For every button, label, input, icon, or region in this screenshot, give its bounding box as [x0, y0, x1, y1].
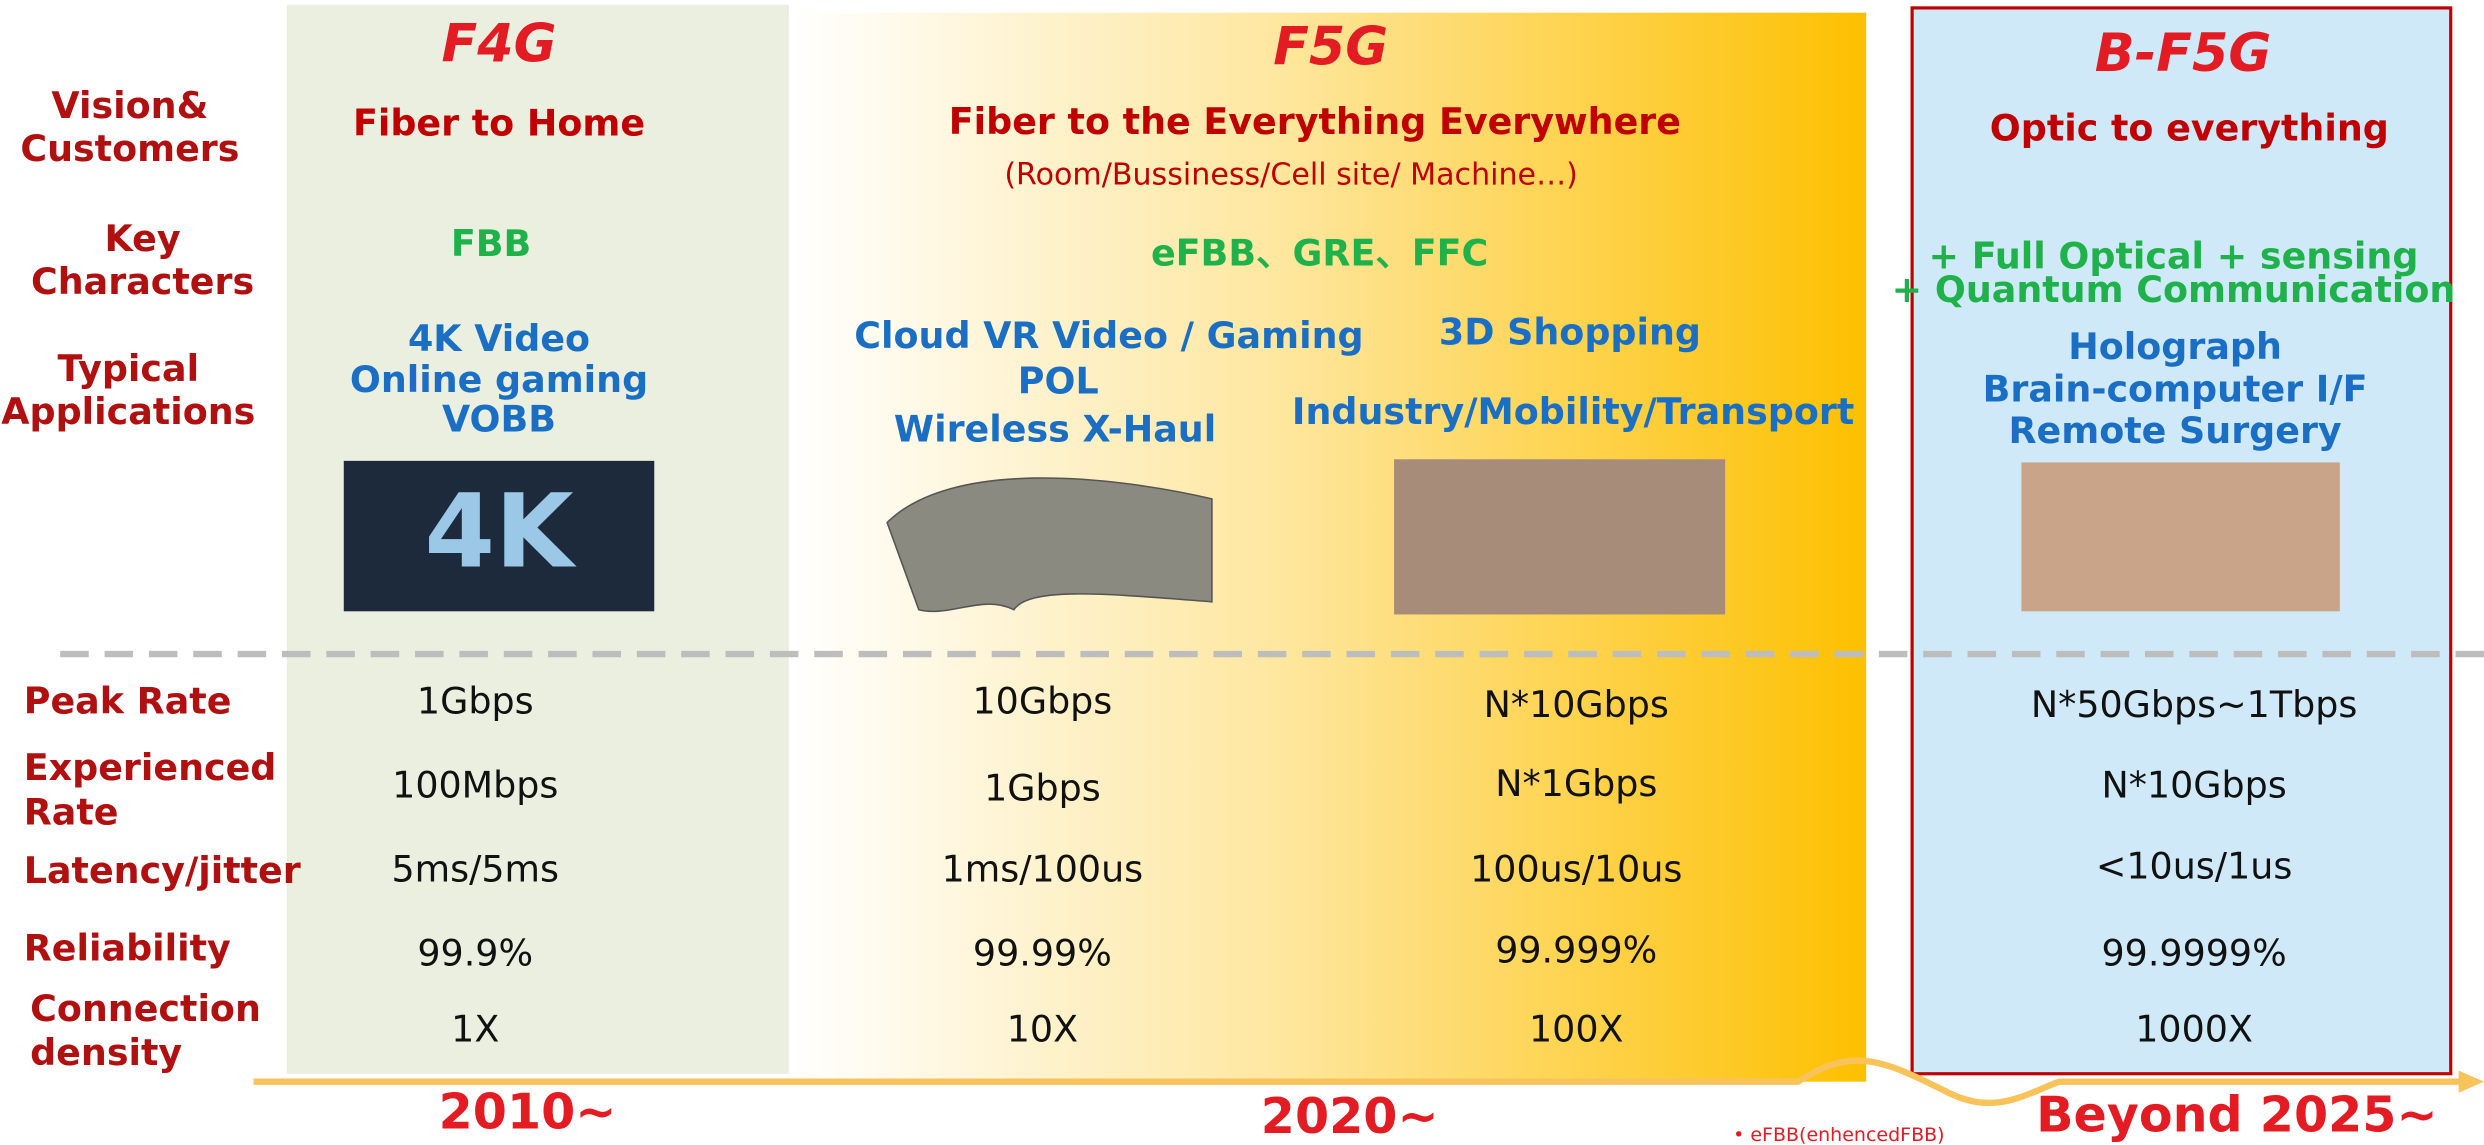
footnote: • eFBB(enhencedFBB)	[1733, 1124, 1945, 1145]
application: VOBB	[442, 398, 556, 441]
metric-value: 1Gbps	[984, 767, 1101, 810]
metric-value: N*50Gbps~1Tbps	[2031, 683, 2357, 726]
metric-value: 99.9%	[417, 931, 533, 974]
key-character: + Quantum Communication	[1892, 268, 2456, 311]
vision: Fiber to the Everything Everywhere	[949, 100, 1681, 143]
metric-value: 99.999%	[1495, 928, 1657, 971]
application: Holograph	[2068, 325, 2282, 368]
metric-value: 1ms/100us	[942, 848, 1144, 891]
application: 4K Video	[408, 317, 590, 360]
application: Wireless X-Haul	[894, 407, 1216, 450]
metric-label: Rate	[24, 791, 119, 834]
metric-label: Connection	[30, 987, 261, 1030]
metric-label: Peak Rate	[24, 680, 232, 723]
row-label: Applications	[1, 390, 255, 433]
row-label: Vision&	[51, 84, 208, 127]
application: Cloud VR Video / Gaming	[854, 314, 1363, 357]
row-label: Key	[105, 217, 181, 260]
image-vr	[887, 478, 1212, 611]
application: POL	[1018, 360, 1099, 403]
metric-label: Latency/jitter	[24, 849, 301, 892]
metric-value: 99.9999%	[2101, 931, 2286, 974]
metric-value: 10Gbps	[972, 680, 1112, 723]
metric-value: 99.99%	[973, 931, 1112, 974]
application: Industry/Mobility/Transport	[1292, 390, 1854, 433]
metric-value: N*1Gbps	[1495, 762, 1657, 805]
key-character: eFBB、GRE、FFC	[1151, 231, 1488, 274]
metric-label: density	[30, 1031, 182, 1074]
metric-value: N*10Gbps	[2101, 764, 2286, 807]
row-label: Characters	[31, 260, 254, 303]
metric-value: 5ms/5ms	[391, 848, 559, 891]
metric-label: Reliability	[24, 927, 231, 970]
image-4k-art: 4K	[424, 472, 577, 590]
image-holograph	[2021, 462, 2339, 611]
metric-value: <10us/1us	[2096, 844, 2292, 887]
metric-value: 100us/10us	[1470, 848, 1682, 891]
application: Online gaming	[350, 358, 648, 401]
metric-value: 100Mbps	[392, 764, 558, 807]
application: 3D Shopping	[1439, 311, 1701, 354]
generation-title: F5G	[1273, 17, 1388, 78]
metric-value: 100X	[1529, 1007, 1623, 1050]
metric-value: 1Gbps	[417, 680, 534, 723]
application: Remote Surgery	[2008, 409, 2341, 452]
metric-value: 1000X	[2135, 1007, 2253, 1050]
application: Brain-computer I/F	[1983, 368, 2368, 411]
vision: Fiber to Home	[353, 102, 645, 145]
metric-value: N*10Gbps	[1484, 683, 1669, 726]
year: Beyond 2025~	[2036, 1086, 2437, 1144]
year: 2020~	[1261, 1087, 1439, 1145]
metric-value: 1X	[451, 1007, 499, 1050]
key-character: FBB	[451, 222, 531, 265]
page: { "row_labels": { "vision": ["Vision&", …	[0, 0, 2484, 1145]
slide: 4K Vision&Customers KeyCharacters TypicalA…	[0, 0, 2484, 1145]
generation-title: B-F5G	[2095, 23, 2271, 84]
metric-label: Experienced	[24, 746, 277, 789]
year: 2010~	[439, 1082, 617, 1140]
row-label: Typical	[58, 347, 200, 390]
image-shopping	[1394, 459, 1725, 614]
vision-detail: (Room/Bussiness/Cell site/ Machine…)	[1004, 157, 1578, 192]
row-label: Customers	[20, 127, 239, 170]
timeline-arrow	[2459, 1071, 2484, 1093]
metric-value: 10X	[1007, 1007, 1078, 1050]
vision: Optic to everything	[1990, 106, 2389, 149]
generation-title: F4G	[442, 14, 557, 75]
